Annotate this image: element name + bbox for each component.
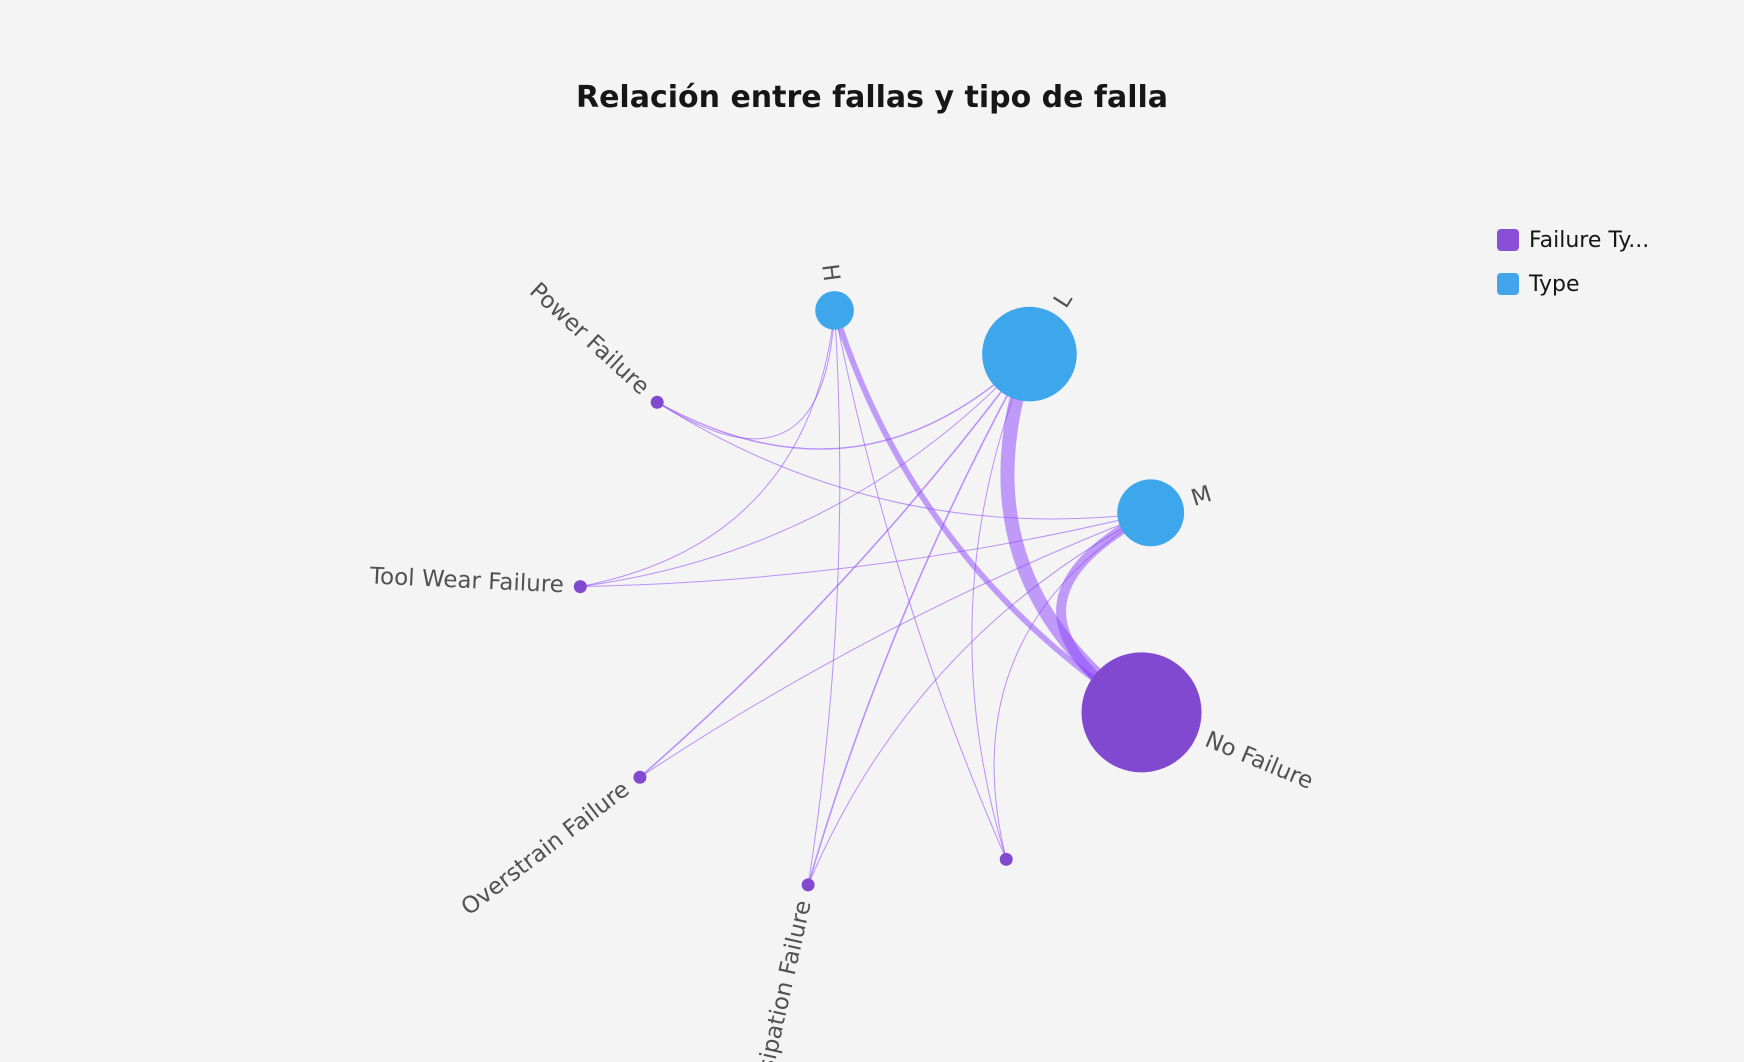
node-h[interactable] <box>815 291 854 330</box>
link-tool-wear-failure-h[interactable] <box>579 309 836 588</box>
link-random-failures-l[interactable] <box>971 353 1030 860</box>
node-random-failures[interactable] <box>999 852 1013 866</box>
legend-label-type: Type <box>1529 271 1580 297</box>
node-tool-wear-failure[interactable] <box>573 580 587 594</box>
link-random-failures-m[interactable] <box>993 512 1152 860</box>
link-power-failure-m[interactable] <box>656 401 1152 520</box>
labels-group: No Failure Heat Dissipation Failure Overst… <box>368 262 1316 1062</box>
link-power-failure-l[interactable] <box>656 353 1031 450</box>
link-power-failure-h[interactable] <box>656 309 836 440</box>
link-overstrain-failure-l[interactable] <box>639 353 1031 779</box>
node-label-power-failure: Power Failure <box>524 278 654 400</box>
node-m[interactable] <box>1117 479 1185 547</box>
legend-label-failure-type: Failure Ty... <box>1529 227 1650 253</box>
node-label-no-failure: No Failure <box>1201 727 1316 795</box>
legend-item-type[interactable]: Type <box>1497 262 1649 306</box>
node-power-failure[interactable] <box>650 395 664 409</box>
legend-swatch-type <box>1497 273 1519 295</box>
nodes-group <box>573 291 1202 892</box>
node-heat-dissipation-failure[interactable] <box>801 878 815 892</box>
node-label-heat-dissipation-failure: Heat Dissipation Failure <box>732 898 817 1062</box>
link-heat-dissipation-failure-h[interactable] <box>807 309 841 886</box>
node-overstrain-failure[interactable] <box>633 770 647 784</box>
node-l[interactable] <box>982 306 1077 402</box>
node-label-h: H <box>816 262 844 282</box>
node-label-l: L <box>1049 288 1078 313</box>
chart-title: Relación entre fallas y tipo de falla <box>576 80 1168 115</box>
node-no-failure[interactable] <box>1081 652 1202 773</box>
link-tool-wear-failure-m[interactable] <box>579 512 1152 588</box>
legend: Failure Ty... Type <box>1497 218 1649 306</box>
node-label-overstrain-failure: Overstrain Failure <box>457 777 635 921</box>
link-overstrain-failure-m[interactable] <box>639 512 1152 778</box>
legend-swatch-failure-type <box>1497 229 1519 251</box>
node-label-m: M <box>1188 481 1215 512</box>
node-label-tool-wear-failure: Tool Wear Failure <box>368 563 564 598</box>
links-group <box>579 307 1156 886</box>
link-tool-wear-failure-l[interactable] <box>579 353 1030 588</box>
link-heat-dissipation-failure-l[interactable] <box>807 353 1031 886</box>
link-random-failures-h[interactable] <box>834 309 1007 860</box>
link-no-failure-h[interactable] <box>831 307 1145 716</box>
link-heat-dissipation-failure-m[interactable] <box>807 512 1152 886</box>
legend-item-failure-type[interactable]: Failure Ty... <box>1497 218 1649 262</box>
